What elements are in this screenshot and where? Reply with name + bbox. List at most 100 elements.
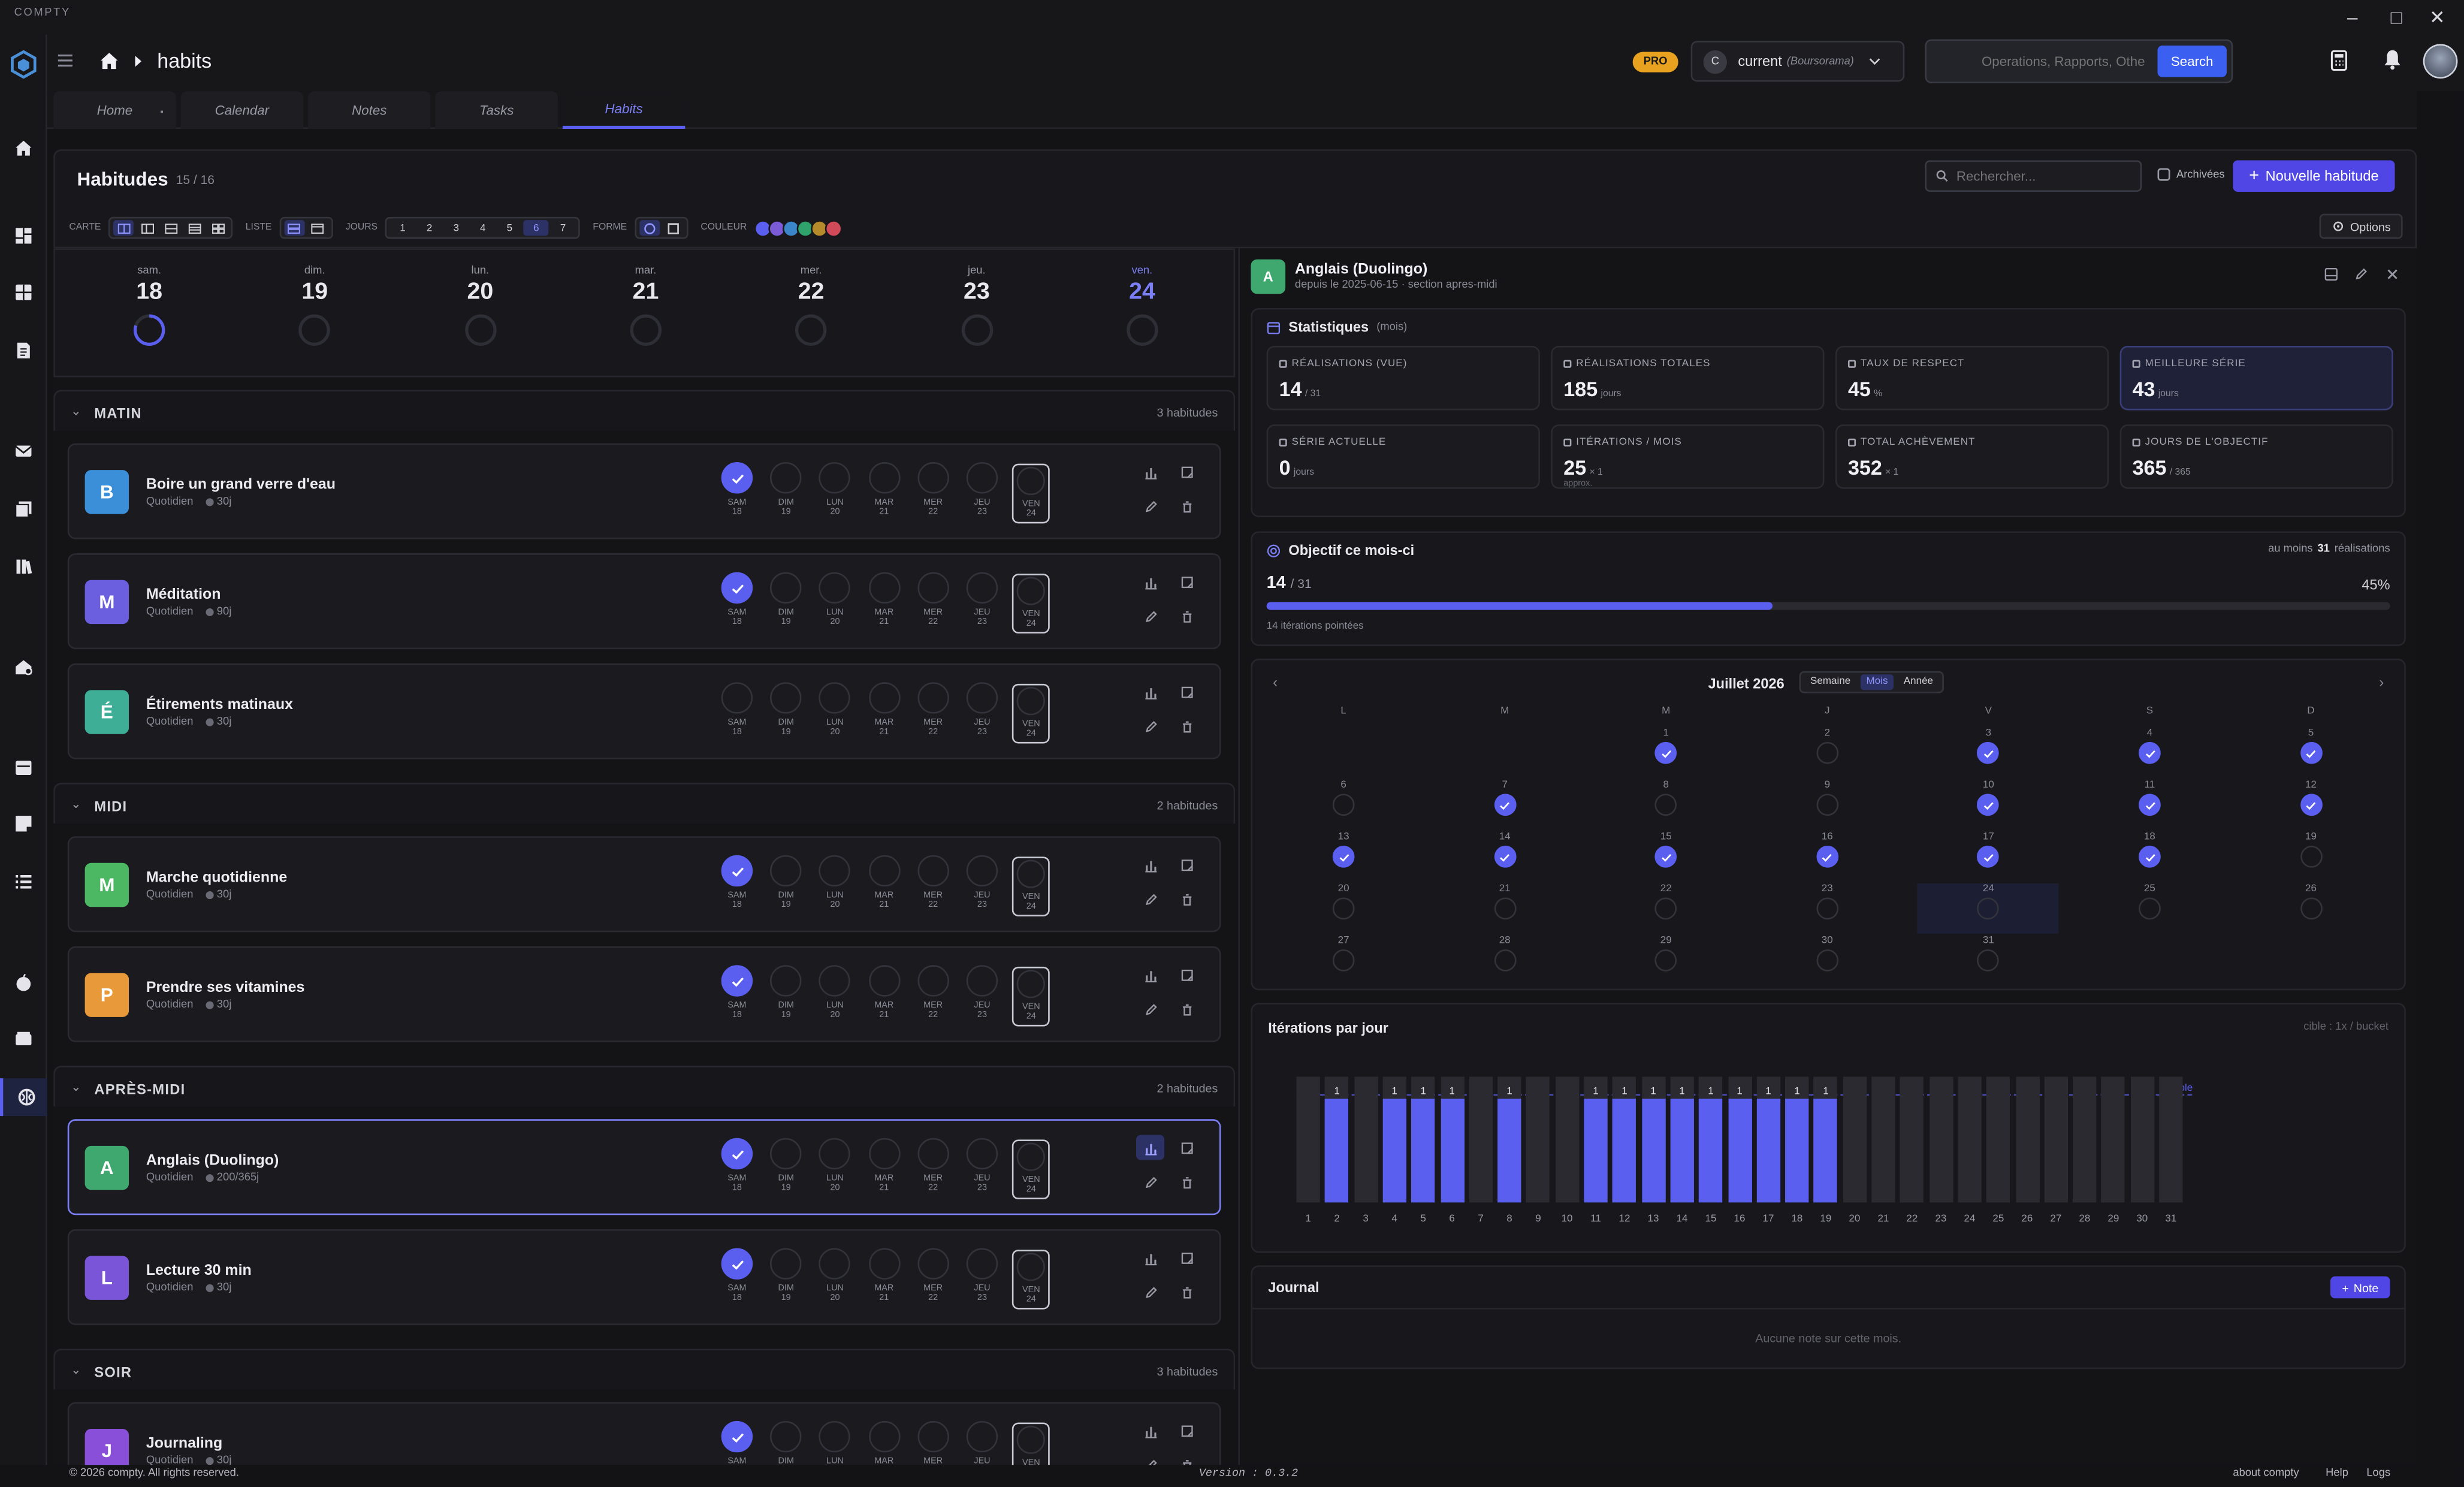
note-icon[interactable]: [1172, 852, 1200, 877]
calendar-icon[interactable]: [0, 750, 47, 785]
trash-icon[interactable]: [1172, 604, 1200, 629]
calendar-day[interactable]: 15: [1595, 831, 1737, 882]
files-icon[interactable]: [0, 492, 47, 527]
note-icon[interactable]: [1172, 459, 1200, 484]
calendar-day[interactable]: 31: [1918, 935, 2059, 985]
calendar-day-empty[interactable]: [1816, 897, 1838, 920]
habit-day-empty[interactable]: [770, 572, 802, 604]
color-swatch[interactable]: [825, 219, 843, 237]
calendar-day[interactable]: 9: [1756, 780, 1898, 830]
habit-day-empty[interactable]: [770, 1248, 802, 1280]
trash-icon[interactable]: [1172, 493, 1200, 518]
habit-day-empty[interactable]: [819, 682, 851, 714]
jours-option-3[interactable]: 3: [453, 222, 459, 234]
edit-icon[interactable]: [1136, 1169, 1164, 1195]
week-day[interactable]: mar. 21: [599, 266, 693, 366]
calendar-day[interactable]: 8: [1595, 780, 1737, 830]
search-button[interactable]: Search: [2157, 46, 2227, 77]
habit-day-empty[interactable]: [966, 1248, 998, 1280]
calendar-day[interactable]: 23: [1756, 883, 1898, 934]
habit-row[interactable]: L Lecture 30 min Quotidien 30j SAM 18 DIM 19 LUN…: [67, 1229, 1221, 1325]
footer-link-logs[interactable]: Logs: [2366, 1468, 2391, 1479]
habit-day-empty[interactable]: [868, 572, 900, 604]
calendar-day[interactable]: 4: [2079, 728, 2220, 778]
calendar-day[interactable]: 29: [1595, 935, 1737, 985]
habit-day-empty[interactable]: [868, 855, 900, 887]
layout-stack-icon[interactable]: [184, 220, 204, 236]
calendar-day[interactable]: 1: [1595, 728, 1737, 778]
habit-day-empty[interactable]: [1017, 687, 1046, 716]
habit-day-empty[interactable]: [819, 462, 851, 494]
calendar-day[interactable]: 5: [2240, 728, 2381, 778]
calendar-day-empty[interactable]: [1816, 794, 1838, 816]
trash-icon[interactable]: [1172, 1452, 1200, 1465]
calendar-day-done[interactable]: [2300, 741, 2322, 764]
new-habit-button[interactable]: + Nouvelle habitude: [2233, 160, 2395, 192]
calendar-day-empty[interactable]: [1493, 897, 1516, 920]
calendar-day-done[interactable]: [1816, 845, 1838, 868]
note-icon[interactable]: [1172, 679, 1200, 704]
sidebar-item-habits[interactable]: [0, 1078, 47, 1117]
close-window-icon[interactable]: ✕: [2429, 6, 2445, 29]
trash-icon[interactable]: [1172, 1280, 1200, 1305]
habit-day-empty[interactable]: [868, 1420, 900, 1453]
calendar-day-done[interactable]: [1493, 794, 1516, 816]
week-day[interactable]: ven. 24: [1095, 266, 1189, 366]
habit-day-done[interactable]: [721, 965, 753, 997]
notes-icon[interactable]: [0, 806, 47, 841]
add-note-button[interactable]: + Note: [2330, 1276, 2390, 1299]
jours-option-6[interactable]: 6: [523, 220, 549, 236]
calculator-icon[interactable]: [2330, 50, 2351, 73]
note-icon[interactable]: [1172, 962, 1200, 987]
edit-icon[interactable]: [1136, 493, 1164, 518]
jours-option-5[interactable]: 5: [506, 222, 513, 234]
calendar-day-done[interactable]: [1654, 741, 1677, 764]
calendar-day-done[interactable]: [1493, 845, 1516, 868]
habits-search-input[interactable]: [1956, 168, 2130, 184]
menu-icon[interactable]: [56, 52, 74, 70]
week-day[interactable]: sam. 18: [102, 266, 196, 366]
shape-circle-icon[interactable]: [639, 220, 660, 236]
habit-day-empty[interactable]: [770, 1138, 802, 1170]
habit-day-empty[interactable]: [917, 1248, 949, 1280]
habit-day-done[interactable]: [721, 855, 753, 887]
tab-notes[interactable]: Notes: [307, 91, 431, 129]
food-icon[interactable]: [0, 965, 47, 1000]
options-button[interactable]: Options: [2319, 213, 2403, 239]
close-detail-icon[interactable]: [2386, 267, 2400, 282]
habit-day-empty[interactable]: [966, 572, 998, 604]
stats-icon[interactable]: [1136, 679, 1164, 704]
calendar-day-empty[interactable]: [1493, 949, 1516, 972]
home-icon[interactable]: [0, 131, 47, 165]
habit-day-empty[interactable]: [868, 462, 900, 494]
calendar-day[interactable]: 14: [1434, 831, 1575, 882]
calendar-day[interactable]: 27: [1273, 935, 1414, 985]
calendar-day-empty[interactable]: [1654, 794, 1677, 816]
habit-day-empty[interactable]: [966, 1420, 998, 1453]
layout-grid-icon[interactable]: [208, 220, 228, 236]
section-header[interactable]: ⌄ MATIN 3 habitudes: [53, 390, 1236, 431]
calendar-day-empty[interactable]: [1332, 794, 1355, 816]
habit-day-empty[interactable]: [819, 1138, 851, 1170]
calendar-day-done[interactable]: [1977, 741, 2000, 764]
list-calendar-icon[interactable]: [308, 220, 328, 236]
note-icon[interactable]: [1172, 569, 1200, 594]
habit-row[interactable]: B Boire un grand verre d'eau Quotidien 30j S…: [67, 443, 1221, 539]
